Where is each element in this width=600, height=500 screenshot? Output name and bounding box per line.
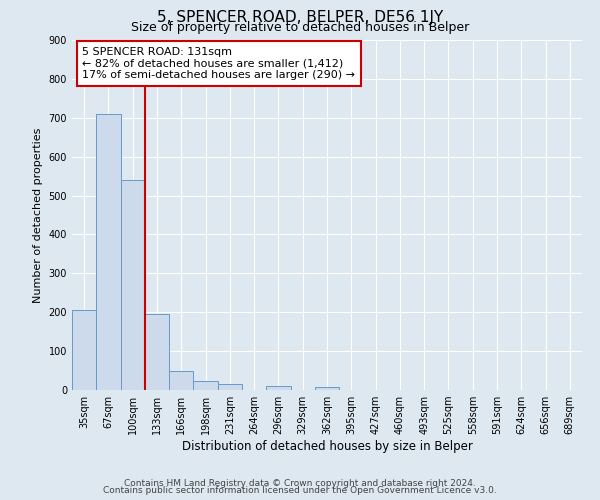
- Text: 5, SPENCER ROAD, BELPER, DE56 1JY: 5, SPENCER ROAD, BELPER, DE56 1JY: [157, 10, 443, 25]
- Bar: [121, 180, 145, 390]
- Bar: [145, 314, 169, 390]
- Text: Size of property relative to detached houses in Belper: Size of property relative to detached ho…: [131, 21, 469, 34]
- Bar: [72, 310, 96, 390]
- Bar: [169, 372, 193, 390]
- Bar: [315, 387, 339, 390]
- Bar: [266, 386, 290, 390]
- X-axis label: Distribution of detached houses by size in Belper: Distribution of detached houses by size …: [182, 440, 472, 453]
- Text: 5 SPENCER ROAD: 131sqm
← 82% of detached houses are smaller (1,412)
17% of semi-: 5 SPENCER ROAD: 131sqm ← 82% of detached…: [82, 47, 355, 80]
- Bar: [96, 114, 121, 390]
- Bar: [218, 384, 242, 390]
- Y-axis label: Number of detached properties: Number of detached properties: [33, 128, 43, 302]
- Bar: [193, 382, 218, 390]
- Text: Contains public sector information licensed under the Open Government Licence v3: Contains public sector information licen…: [103, 486, 497, 495]
- Text: Contains HM Land Registry data © Crown copyright and database right 2024.: Contains HM Land Registry data © Crown c…: [124, 478, 476, 488]
